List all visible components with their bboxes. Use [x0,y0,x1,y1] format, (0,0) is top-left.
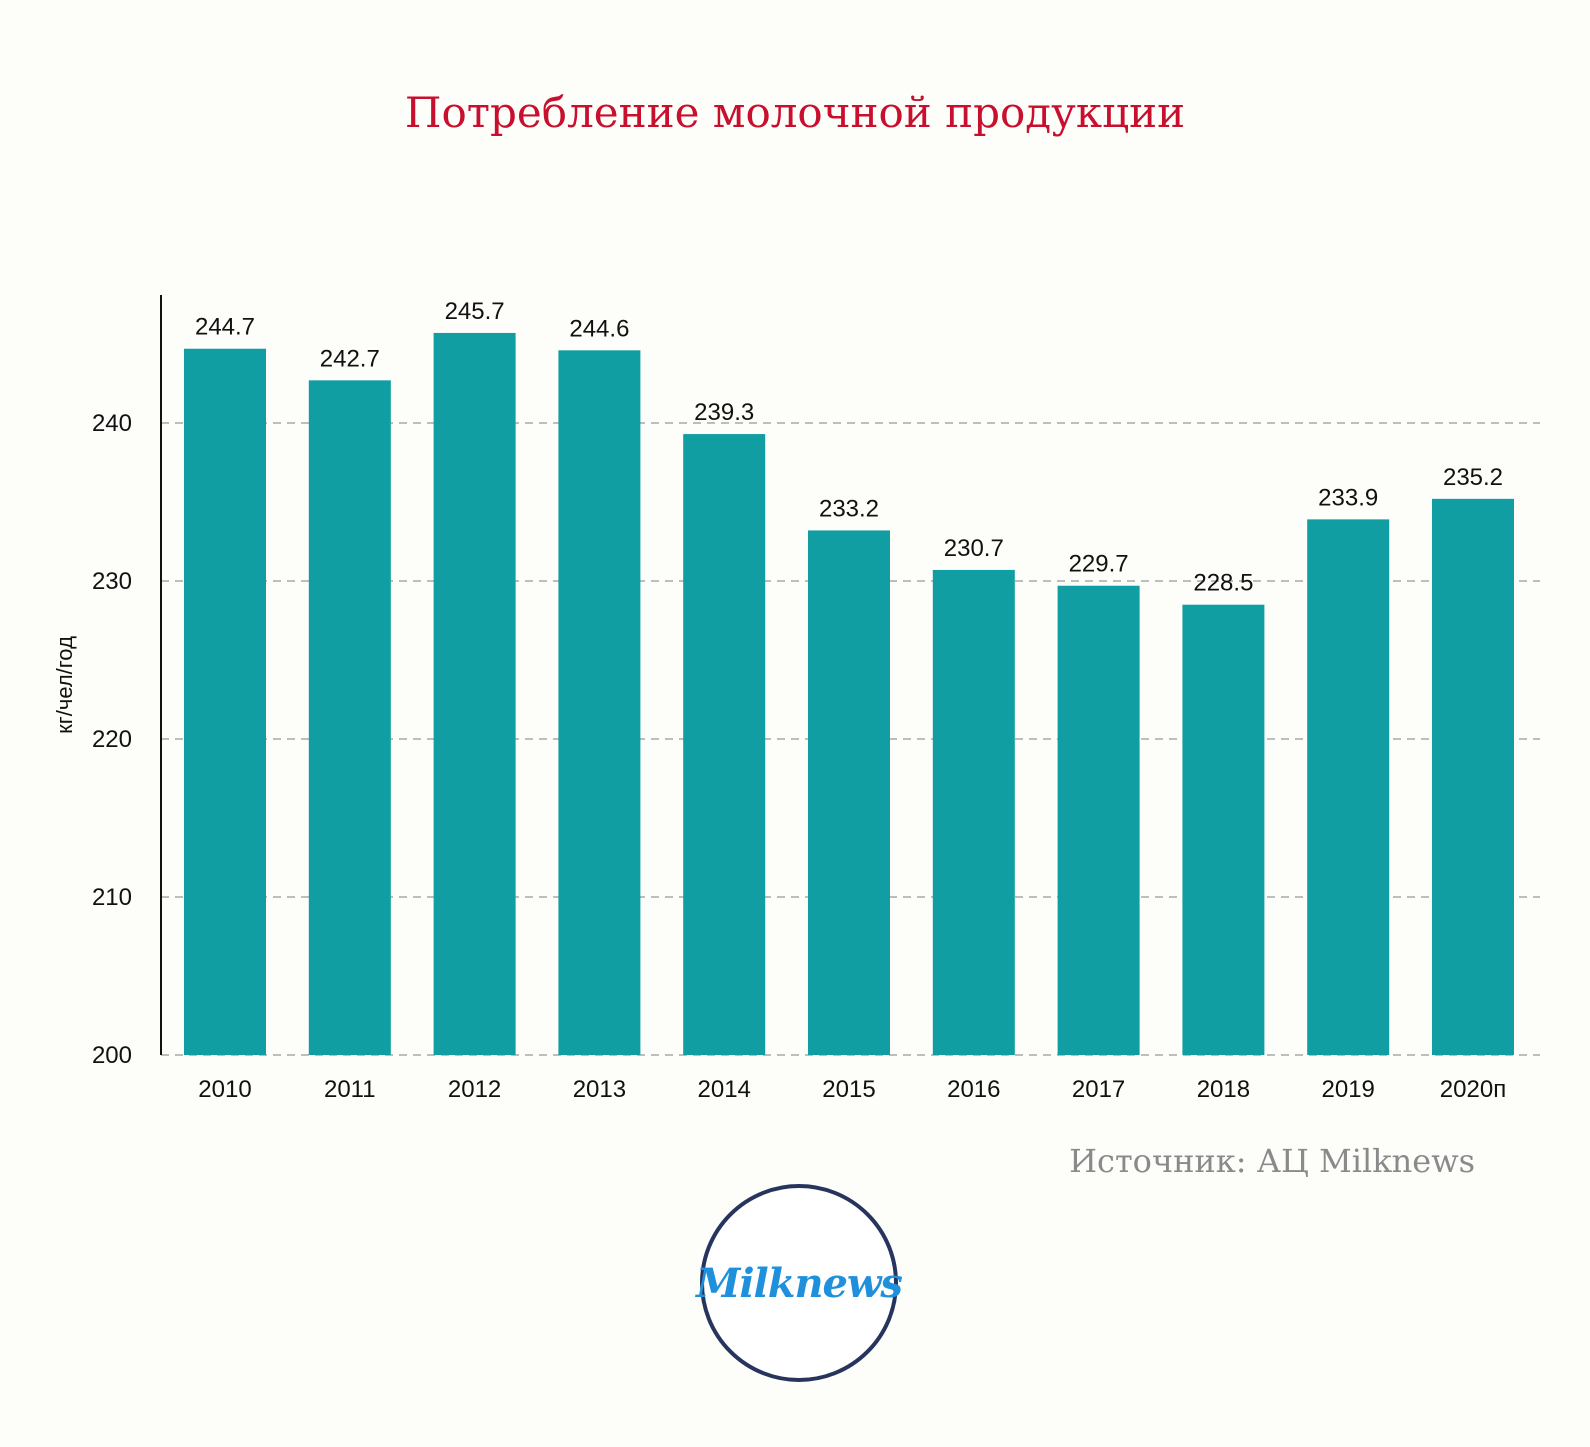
data-label: 245.7 [445,298,505,325]
x-tick-label: 2020п [1440,1076,1506,1103]
data-label: 244.6 [569,315,629,342]
data-label: 235.2 [1443,464,1503,491]
x-tick-label: 2019 [1322,1076,1375,1103]
bar [1307,519,1390,1055]
x-tick-label: 2016 [947,1076,1000,1103]
bar [558,350,641,1055]
data-label: 228.5 [1193,570,1253,597]
bar [1182,604,1265,1055]
x-tick-label: 2011 [324,1076,376,1103]
y-tick-label: 200 [92,1042,132,1069]
logo-text: Milknews [696,1259,903,1307]
x-tick-label: 2013 [573,1076,626,1103]
data-label: 242.7 [320,345,380,372]
data-label: 233.9 [1318,484,1378,511]
bar [932,569,1015,1055]
x-tick-label: 2010 [198,1076,251,1103]
data-label: 229.7 [1069,551,1129,578]
y-axis-label: кг/чел/год [52,636,77,734]
x-tick-label: 2015 [822,1076,875,1103]
x-tick-label: 2018 [1197,1076,1250,1103]
source-note: Источник: АЦ Milknews [1069,1142,1475,1180]
bars [184,332,1514,1056]
x-tick-labels: 2010 2011 2012 2013 2014 2015 2016 2017 2018 2019… [198,1076,1506,1103]
data-labels: 244.7 242.7 245.7 244.6 239.3 233.2 230.7 229.7… [195,298,1503,597]
bar [184,348,266,1055]
bar [308,380,391,1056]
bar [1432,498,1514,1056]
data-label: 230.7 [944,535,1004,562]
y-tick-label: 230 [92,568,132,595]
data-label: 244.7 [195,314,255,341]
y-tick-label: 220 [92,726,132,753]
data-label: 233.2 [819,495,879,522]
bar [683,434,766,1055]
data-label: 239.3 [694,399,754,426]
y-tick-labels: 200 210 220 230 240 [92,410,132,1069]
x-tick-label: 2014 [698,1076,751,1103]
bar [1057,585,1140,1055]
y-tick-label: 210 [92,884,132,911]
bar [808,530,890,1055]
x-tick-label: 2017 [1072,1076,1125,1103]
chart-title: Потребление молочной продукции [404,88,1186,137]
milknews-logo: Milknews [696,1184,903,1382]
y-tick-label: 240 [92,410,132,437]
x-tick-label: 2012 [448,1076,501,1103]
bar [433,332,516,1055]
